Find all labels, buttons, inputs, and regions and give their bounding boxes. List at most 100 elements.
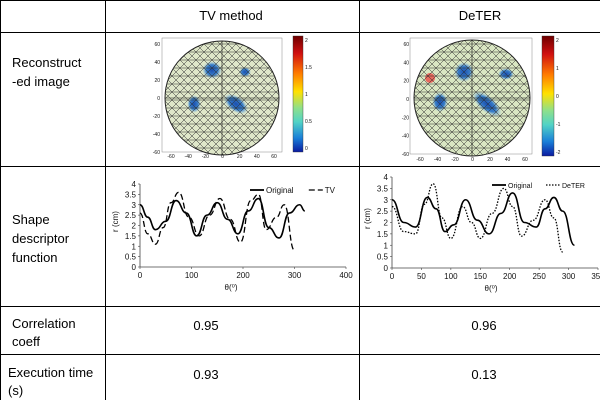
row-label-line: function bbox=[12, 250, 58, 265]
x-tick-label: 350 bbox=[591, 272, 600, 281]
series-line-original bbox=[391, 192, 575, 247]
row-label-line: -ed image bbox=[12, 74, 70, 89]
y-axis-label: r (cm) bbox=[363, 208, 372, 229]
recon-y-tick-label: -40 bbox=[402, 134, 409, 140]
y-tick-label: 3.5 bbox=[377, 184, 389, 193]
x-tick-label: 50 bbox=[417, 272, 426, 281]
recon-y-ticks: 60 40 20 0 -20 -40 -60 bbox=[402, 42, 409, 158]
y-tick-label: 4 bbox=[132, 180, 137, 189]
reconstructed-image-deter: -60 -40 -20 0 20 40 60 60 40 20 0 -20 -40 -60 2 1 0 -1 -… bbox=[402, 35, 561, 163]
recon-y-tick-label: 20 bbox=[154, 78, 160, 84]
recon-y-tick-label: -60 bbox=[153, 150, 160, 156]
legend-label: Original bbox=[266, 186, 294, 195]
row-label-line: (s) bbox=[8, 383, 23, 398]
shape-descriptor-chart-deter: 0 0.5 1 1.5 2 2.5 3 3.5 4 0 50 100 150 200 250 300 350 θ(… bbox=[363, 173, 600, 293]
y-tick-label: 2 bbox=[384, 219, 389, 228]
x-axis-label: θ(⁰) bbox=[485, 284, 498, 293]
recon-x-tick-label: 20 bbox=[487, 157, 493, 163]
row-label-line: Shape bbox=[12, 212, 50, 227]
y-tick-label: 2.5 bbox=[377, 207, 389, 216]
x-tick-label: 0 bbox=[390, 272, 395, 281]
colorbar-tick-label: 0.5 bbox=[305, 119, 312, 125]
y-tick-label: 0.5 bbox=[377, 253, 389, 262]
colorbar-tick-label: 0 bbox=[305, 146, 308, 152]
recon-x-tick-label: 60 bbox=[271, 154, 277, 160]
y-tick-label: 1.5 bbox=[125, 232, 137, 241]
recon-y-tick-label: 40 bbox=[403, 60, 409, 66]
row-label-line: descriptor bbox=[12, 231, 70, 246]
row-label-shape-descriptor: Shape descriptor function bbox=[12, 212, 70, 265]
x-tick-label: 400 bbox=[339, 271, 353, 280]
recon-x-tick-label: -60 bbox=[416, 157, 423, 163]
x-tick-label: 150 bbox=[474, 272, 488, 281]
series-line-deter bbox=[391, 183, 564, 253]
row-label-correlation: Correlation coeff bbox=[12, 316, 76, 349]
recon-y-tick-label: -60 bbox=[402, 152, 409, 158]
x-tick-label: 200 bbox=[503, 272, 517, 281]
y-tick-label: 0 bbox=[132, 263, 137, 272]
recon-y-tick-label: -20 bbox=[402, 115, 409, 121]
recon-x-tick-label: 60 bbox=[522, 157, 528, 163]
y-tick-label: 0.5 bbox=[125, 253, 137, 262]
shape-descriptor-chart-tv: 00.5 11.52 2.53 3.54 0 100 200 300 400 θ(⁰) r (cm)… bbox=[111, 180, 353, 292]
recon-x-tick-label: -20 bbox=[202, 154, 209, 160]
recon-x-tick-label: -60 bbox=[167, 154, 174, 160]
row-label-reconstructed-image: Reconstruct -ed image bbox=[12, 55, 82, 89]
column-header-tv: TV method bbox=[199, 8, 263, 23]
recon-y-tick-label: -20 bbox=[153, 114, 160, 120]
colorbar-tick-label: -2 bbox=[556, 150, 561, 156]
y-tick-label: 1 bbox=[384, 241, 389, 250]
series-line-original bbox=[139, 197, 306, 239]
colorbar bbox=[541, 35, 555, 157]
recon-y-tick-label: 0 bbox=[157, 96, 160, 102]
recon-y-tick-label: 60 bbox=[154, 42, 160, 48]
y-tick-label: 2 bbox=[132, 222, 137, 231]
x-tick-label: 0 bbox=[138, 271, 143, 280]
correlation-value-tv: 0.95 bbox=[193, 318, 218, 333]
row-label-line: coeff bbox=[12, 334, 40, 349]
recon-y-tick-label: 20 bbox=[403, 79, 409, 85]
recon-x-tick-label: 0 bbox=[221, 154, 224, 160]
execution-time-value-deter: 0.13 bbox=[471, 367, 496, 382]
colorbar-tick-label: 2 bbox=[556, 38, 559, 44]
colorbar-tick-label: -1 bbox=[556, 122, 561, 128]
legend-label: TV bbox=[325, 186, 336, 195]
y-tick-label: 2.5 bbox=[125, 211, 137, 220]
row-label-line: Correlation bbox=[12, 316, 76, 331]
y-axis-label: r (cm) bbox=[111, 211, 120, 232]
x-tick-label: 300 bbox=[562, 272, 576, 281]
y-tick-label: 4 bbox=[384, 173, 389, 182]
recon-y-tick-label: 60 bbox=[403, 42, 409, 48]
y-tick-label: 3.5 bbox=[125, 190, 137, 199]
recon-x-tick-label: 0 bbox=[471, 157, 474, 163]
legend-label: Original bbox=[508, 183, 533, 190]
y-tick-label: 1 bbox=[132, 242, 137, 251]
y-tick-label: 0 bbox=[384, 264, 389, 273]
column-header-deter: DeTER bbox=[459, 8, 502, 23]
recon-x-tick-label: 40 bbox=[254, 154, 260, 160]
correlation-value-deter: 0.96 bbox=[471, 318, 496, 333]
colorbar-tick-label: 1.5 bbox=[305, 65, 312, 71]
colorbar-ticks: 2 1 0 -1 -2 bbox=[556, 38, 561, 156]
recon-x-ticks: -60 -40 -20 0 20 40 60 bbox=[167, 154, 277, 160]
x-tick-label: 200 bbox=[236, 271, 250, 280]
recon-y-ticks: 60 40 20 0 -20 -40 -60 bbox=[153, 42, 160, 156]
x-axis-label: θ(⁰) bbox=[225, 283, 238, 292]
colorbar-tick-label: 1 bbox=[305, 92, 308, 98]
colorbar-ticks: 2 1.5 1 0.5 0 bbox=[305, 38, 312, 152]
y-tick-label: 3 bbox=[132, 201, 137, 210]
row-label-line: Reconstruct bbox=[12, 55, 82, 70]
colorbar-tick-label: 2 bbox=[305, 38, 308, 44]
x-tick-label: 100 bbox=[185, 271, 199, 280]
recon-y-tick-label: 40 bbox=[154, 60, 160, 66]
colorbar-tick-label: 0 bbox=[556, 94, 559, 100]
x-tick-label: 100 bbox=[444, 272, 458, 281]
recon-y-tick-label: -40 bbox=[153, 132, 160, 138]
y-tick-label: 3 bbox=[384, 196, 389, 205]
x-tick-label: 300 bbox=[288, 271, 302, 280]
recon-x-tick-label: 40 bbox=[505, 157, 511, 163]
execution-time-value-tv: 0.93 bbox=[193, 367, 218, 382]
y-tick-label: 1.5 bbox=[377, 230, 389, 239]
recon-y-tick-label: 0 bbox=[406, 97, 409, 103]
